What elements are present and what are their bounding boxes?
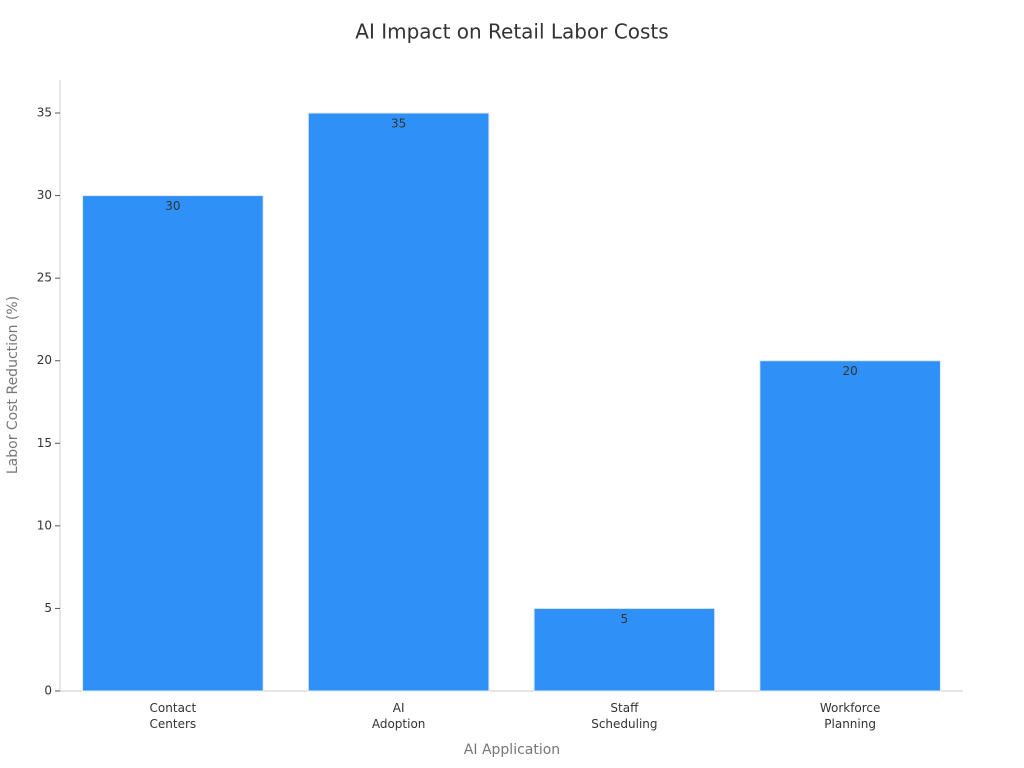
value-label: 35 [391,117,406,131]
y-tick-label: 20 [37,353,52,367]
x-axis-label: AI Application [464,742,560,758]
bar [307,112,490,692]
y-tick-label: 30 [37,188,52,202]
y-axis-label: Labor Cost Reduction (%) [5,296,21,474]
bar [82,195,264,692]
x-tick-label: Staff Scheduling [591,701,657,731]
y-tick-label: 35 [37,106,52,120]
value-label: 5 [621,612,629,626]
value-label: 20 [842,364,857,378]
x-tick-label: Workforce Planning [820,701,881,731]
y-tick-label: 25 [37,271,52,285]
bar [533,607,716,692]
bar [759,360,941,692]
x-tick-label: Contact Centers [150,701,197,731]
y-tick-label: 0 [44,684,52,698]
y-tick-label: 15 [37,436,52,450]
chart-title: AI Impact on Retail Labor Costs [355,20,668,44]
x-tick-label: AI Adoption [372,701,426,731]
value-label: 30 [165,199,180,213]
y-tick-label: 10 [37,518,52,532]
y-tick-label: 5 [44,601,52,615]
